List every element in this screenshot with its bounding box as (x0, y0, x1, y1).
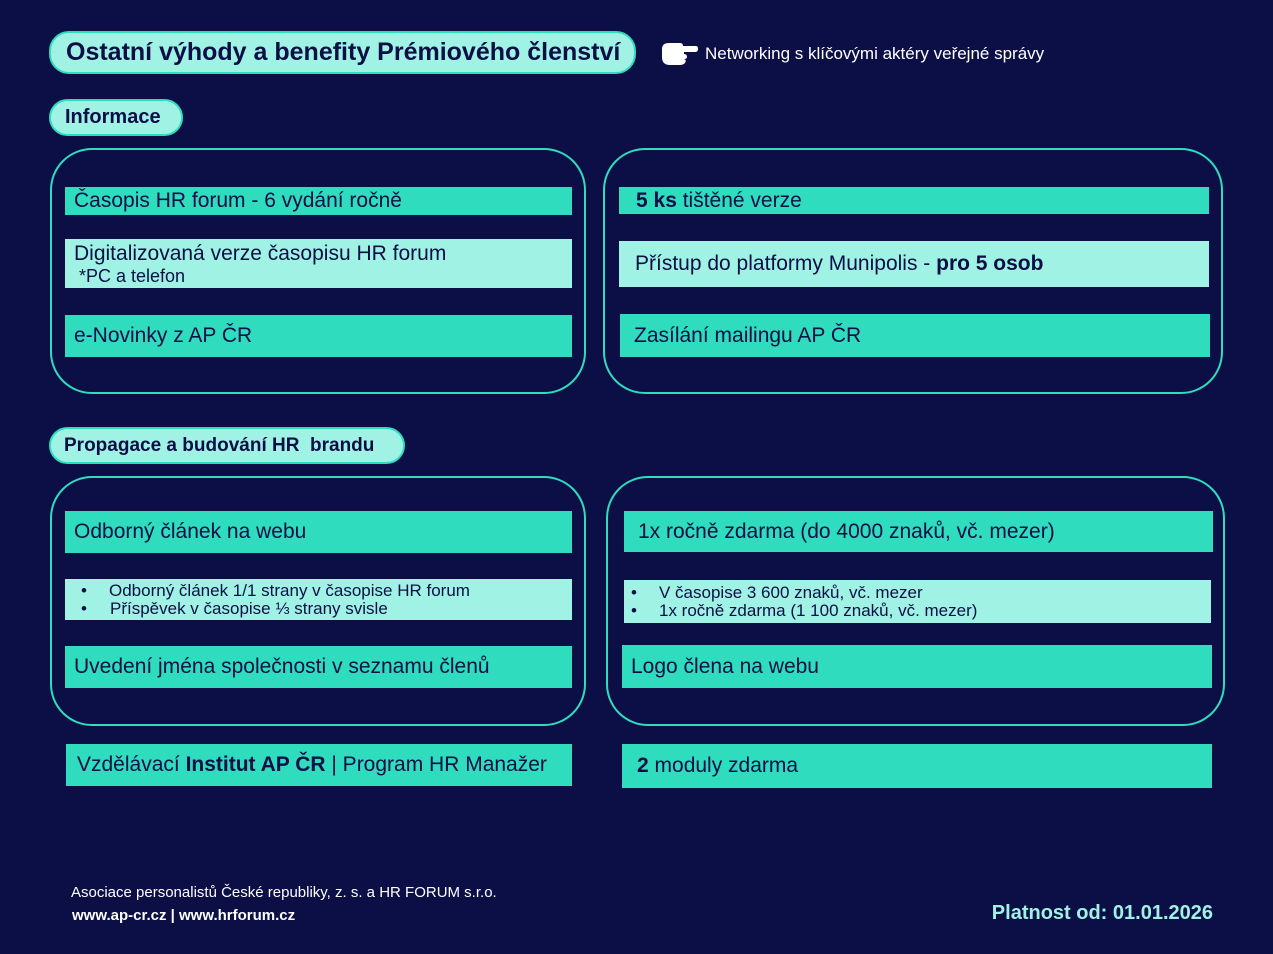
vzdelavani-left-bar: Vzdělávací Institut AP ČR | Program HR M… (66, 744, 572, 786)
informace-right-item-munipolis-bold: pro 5 osob (936, 252, 1044, 275)
informace-right-item-print-text: tištěné verze (676, 188, 802, 212)
vzdelavani-left-text2: | Program HR Manažer (325, 753, 547, 776)
propagace-right-card (606, 476, 1225, 726)
propagace-left-item-clanek: Odborný článek na webu (65, 511, 572, 553)
section-label-propagace-text: Propagace a budování HR brandu (64, 434, 375, 456)
page-title-text: Ostatní výhody a benefity Prémiového čle… (66, 38, 621, 66)
informace-left-item-casopis: Časopis HR forum - 6 vydání ročně (65, 187, 572, 215)
vzdelavani-right-bold: 2 (637, 754, 649, 777)
propagace-left-bullets: Odborný článek 1/1 strany v časopise HR … (65, 579, 572, 620)
informace-right-card (603, 148, 1223, 394)
pointing-hand-icon (662, 43, 698, 65)
propagace-left-bullet-1: Odborný článek 1/1 strany v časopise HR … (81, 581, 470, 600)
informace-left-card (50, 148, 586, 394)
informace-left-item-digital: Digitalizovaná verze časopisu HR forum *… (65, 239, 572, 288)
propagace-left-bullet-2: Příspěvek v časopise ⅓ strany svisle (81, 599, 470, 618)
propagace-right-bullets: V časopise 3 600 znaků, vč. mezer 1x roč… (624, 580, 1211, 623)
propagace-right-bullet-2: 1x ročně zdarma (1 100 znaků, vč. mezer) (631, 601, 977, 620)
section-label-propagace: Propagace a budování HR brandu (49, 427, 405, 464)
footer-validity: Platnost od: 01.01.2026 (991, 902, 1213, 924)
section-label-informace: Informace (49, 99, 183, 136)
section-label-informace-text: Informace (65, 106, 161, 128)
informace-right-item-print: 5 ks tištěné verze (619, 187, 1209, 214)
vzdelavani-right-text: moduly zdarma (648, 754, 799, 777)
propagace-left-item-seznam-text: Uvedení jména společnosti v seznamu člen… (74, 655, 490, 678)
vzdelavani-left-text1: Vzdělávací (77, 753, 186, 776)
propagace-left-item-seznam: Uvedení jména společnosti v seznamu člen… (65, 646, 572, 688)
informace-left-item-enovinky: e-Novinky z AP ČR (65, 315, 572, 357)
informace-left-item-enovinky-text: e-Novinky z AP ČR (74, 324, 253, 347)
propagace-right-item-rocne-text: 1x ročně zdarma (do 4000 znaků, vč. meze… (638, 519, 1055, 543)
informace-right-item-print-bold: 5 ks (636, 188, 677, 212)
propagace-right-item-rocne: 1x ročně zdarma (do 4000 znaků, vč. meze… (624, 511, 1213, 552)
vzdelavani-left-bold: Institut AP ČR (185, 753, 326, 776)
vzdelavani-right-bar: 2 moduly zdarma (622, 744, 1212, 788)
networking-text: Networking s klíčovými aktéry veřejné sp… (705, 44, 1045, 63)
propagace-left-card (50, 476, 586, 726)
footer-org: Asociace personalistů České republiky, z… (71, 884, 497, 901)
informace-right-item-mailing: Zasílání mailingu AP ČR (620, 314, 1210, 357)
informace-left-item-digital-text: Digitalizovaná verze časopisu HR forum (74, 241, 447, 265)
propagace-right-item-logo-text: Logo člena na webu (631, 654, 819, 678)
informace-right-item-mailing-text: Zasílání mailingu AP ČR (634, 323, 862, 347)
propagace-right-item-logo: Logo člena na webu (622, 645, 1212, 688)
informace-right-item-munipolis: Přístup do platformy Munipolis - pro 5 o… (619, 241, 1209, 287)
footer-links: www.ap-cr.cz | www.hrforum.cz (72, 907, 296, 924)
informace-right-item-munipolis-text: Přístup do platformy Munipolis - (635, 252, 937, 275)
propagace-right-bullet-1: V časopise 3 600 znaků, vč. mezer (631, 583, 977, 602)
propagace-left-item-clanek-text: Odborný článek na webu (74, 520, 307, 543)
informace-left-item-casopis-text: Časopis HR forum - 6 vydání ročně (74, 189, 402, 212)
informace-left-item-digital-note: *PC a telefon (79, 265, 186, 286)
page-title: Ostatní výhody a benefity Prémiového čle… (49, 31, 636, 74)
